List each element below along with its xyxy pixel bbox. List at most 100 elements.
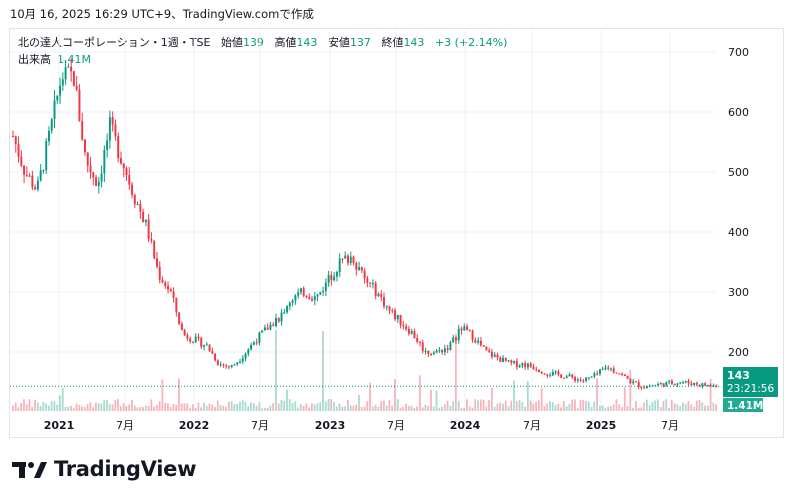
volume-bar: [546, 403, 549, 411]
volume-bar: [308, 407, 311, 411]
candle-body: [239, 361, 241, 363]
candle-body: [247, 349, 250, 354]
volume-bar: [532, 403, 535, 411]
volume-bar: [543, 406, 546, 411]
candle-body: [538, 370, 541, 372]
volume-bar: [435, 390, 438, 411]
volume-bar: [518, 400, 521, 411]
candle-body: [344, 255, 347, 259]
volume-bar: [338, 403, 341, 411]
volume-bar: [460, 407, 463, 411]
volume-bar: [53, 401, 56, 411]
candle-body: [435, 350, 438, 353]
volume-bar: [178, 378, 180, 411]
volume-bar: [153, 406, 155, 411]
close-label: 終値: [381, 36, 404, 49]
volume-bar: [560, 407, 562, 411]
volume-bar: [299, 404, 302, 411]
volume-bar: [288, 399, 291, 411]
volume-bar: [34, 399, 36, 411]
volume-bar: [399, 407, 402, 411]
volume-bar: [250, 402, 252, 411]
candle-body: [369, 282, 372, 284]
candle-body: [482, 345, 485, 347]
candle-body: [640, 386, 643, 388]
candle-body: [142, 211, 145, 223]
candle-body: [513, 361, 516, 363]
candle-body: [546, 374, 549, 376]
candle-body: [175, 297, 178, 313]
price-tick-label: 400: [728, 226, 749, 239]
chart-caption: 10月 16, 2025 16:29 UTC+9、TradingView.com…: [10, 7, 314, 21]
candle-body: [396, 314, 399, 320]
candle-body: [17, 144, 20, 157]
candle-body: [327, 275, 330, 283]
candle-body: [612, 368, 615, 373]
candle-body: [214, 353, 217, 361]
volume-bar: [676, 404, 679, 411]
candle-body: [189, 338, 192, 342]
candle-body: [180, 323, 183, 331]
candle-body: [225, 365, 228, 367]
candle-body: [715, 385, 718, 387]
volume-bar: [646, 399, 648, 411]
volume-bar: [538, 400, 540, 411]
volume-bar: [139, 407, 142, 411]
volume-bar: [490, 387, 493, 411]
candle-body: [333, 276, 336, 281]
volume-bar: [97, 403, 100, 411]
volume-bar: [203, 402, 205, 411]
volume-bar: [709, 378, 712, 411]
candle-body: [615, 372, 618, 374]
candle-body: [477, 340, 480, 343]
volume-bar: [347, 399, 349, 411]
last-price-badge-bg: [723, 367, 778, 397]
symbol-title[interactable]: 北の達人コーポレーション・1週・TSE: [18, 36, 211, 49]
ohlc-legend: 北の達人コーポレーション・1週・TSE 始値139 高値143 安値137 終値…: [18, 34, 507, 50]
candle-body: [382, 297, 385, 307]
volume-bar: [507, 406, 510, 411]
volume-bar: [402, 407, 405, 411]
volume-bar: [164, 402, 167, 411]
volume-bar: [335, 406, 338, 411]
candle-body: [474, 340, 477, 343]
candle-body: [610, 368, 612, 370]
candle-body: [466, 326, 469, 330]
volume-bar: [360, 406, 363, 411]
candle-body: [164, 282, 167, 286]
volume-bar: [535, 401, 538, 411]
volume-bar: [457, 400, 460, 411]
candle-body: [623, 374, 626, 376]
volume-bar: [391, 405, 394, 411]
volume-bar: [499, 402, 502, 411]
volume-bar: [20, 402, 23, 411]
candle-body: [413, 331, 416, 338]
candle-body: [12, 136, 14, 137]
candle-body: [673, 383, 676, 385]
volume-bar: [626, 406, 629, 411]
candle-body: [618, 373, 621, 375]
candle-body: [158, 266, 161, 280]
volume-bar: [131, 399, 133, 411]
candle-body: [172, 291, 175, 298]
candle-body: [709, 384, 712, 387]
volume-bar: [510, 400, 513, 411]
candle-body: [568, 374, 571, 377]
volume-bar: [81, 406, 83, 411]
chart-pane[interactable]: [9, 28, 784, 438]
candle-body: [557, 371, 560, 375]
candle-body: [532, 366, 535, 370]
tradingview-logo[interactable]: TradingView: [12, 457, 196, 481]
volume-badge-text: 1.41M: [727, 400, 763, 412]
candle-body: [211, 351, 214, 354]
volume-bar: [585, 401, 587, 411]
volume-bar: [214, 406, 216, 411]
candle-body: [197, 336, 200, 338]
volume-bar: [255, 405, 258, 411]
volume-bar: [410, 405, 413, 411]
candle-body: [446, 348, 449, 350]
volume-label: 出来高: [18, 53, 51, 66]
candle-body: [50, 119, 53, 131]
candle-body: [272, 324, 275, 327]
